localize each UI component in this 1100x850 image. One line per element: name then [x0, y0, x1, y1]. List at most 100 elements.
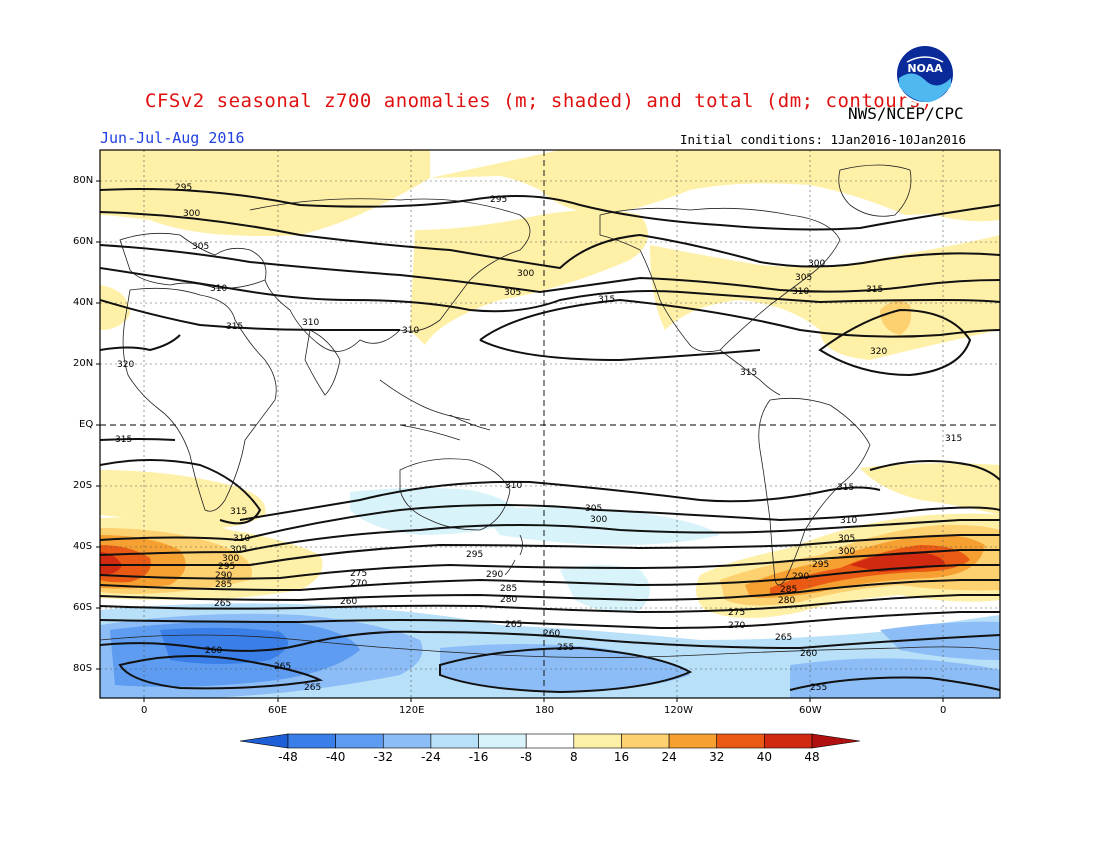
- colorbar-tick-label: 8: [569, 750, 578, 764]
- contour-label: 295: [490, 195, 507, 205]
- lon-label: 0: [141, 705, 148, 716]
- contour-label: 315: [866, 285, 883, 295]
- contour-label: 295: [218, 562, 235, 572]
- contour-label: 310: [402, 326, 419, 336]
- contour-label: 265: [775, 633, 792, 643]
- lat-label: 40S: [73, 541, 93, 552]
- lat-label: 40N: [73, 297, 94, 308]
- colorbar-tick-label: -24: [421, 750, 441, 764]
- colorbar-swatch: [525, 733, 575, 749]
- contour-label: 275: [350, 569, 367, 579]
- colorbar-swatch: [621, 733, 670, 749]
- lat-label: EQ: [79, 419, 94, 430]
- contour-label: 270: [728, 621, 745, 631]
- lat-label: 80S: [73, 663, 93, 674]
- contour-label: 290: [215, 571, 232, 581]
- colorbar-tick-label: 40: [756, 750, 772, 764]
- contour-label: 260: [205, 646, 222, 656]
- lon-label: 0: [940, 705, 947, 716]
- colorbar-swatch: [430, 733, 479, 749]
- colorbar-tick-label: 32: [709, 750, 725, 764]
- noaa-logo-text: NOAA: [907, 62, 943, 75]
- lon-label: 60W: [799, 705, 822, 716]
- contour-label: 305: [504, 288, 521, 298]
- colorbar-swatch: [764, 733, 813, 749]
- colorbar-tick-label: -8: [520, 750, 533, 764]
- contour-label: 295: [466, 550, 483, 560]
- contour-label: 315: [598, 295, 615, 305]
- colorbar-tick-label: -40: [325, 750, 346, 764]
- colorbar-max-arrow: [811, 733, 861, 749]
- season-label: Jun-Jul-Aug 2016: [100, 129, 245, 147]
- contour-label: 275: [728, 608, 745, 618]
- contour-label: 285: [780, 585, 797, 595]
- agency-label: NWS/NCEP/CPC: [848, 104, 964, 123]
- contour-label: 320: [117, 360, 134, 370]
- colorbar-tick-label: 24: [661, 750, 677, 764]
- contour-label: 300: [517, 269, 534, 279]
- lon-label: 60E: [268, 705, 288, 716]
- contour-label: 280: [778, 596, 795, 606]
- contour-label: 255: [810, 683, 827, 693]
- lat-label: 20S: [73, 480, 93, 491]
- contour-label: 310: [792, 287, 809, 297]
- colorbar-tick-label: -16: [468, 750, 489, 764]
- contour-label: 315: [837, 483, 854, 493]
- colorbar-tick-label: 48: [804, 750, 820, 764]
- contour-label: 300: [808, 259, 825, 269]
- initial-conditions-label: Initial conditions: 1Jan2016-10Jan2016: [680, 132, 966, 147]
- colorbar-swatch: [668, 733, 718, 749]
- contour-label: 260: [340, 597, 357, 607]
- colorbar-swatch: [335, 733, 384, 749]
- contour-label: 300: [838, 547, 855, 557]
- contour-label: 300: [590, 515, 607, 525]
- contour-label: 290: [792, 572, 809, 582]
- contour-label: 310: [302, 318, 319, 328]
- contour-label: 265: [304, 683, 321, 693]
- colorbar: [239, 733, 861, 749]
- contour-label: 315: [230, 507, 247, 517]
- contour-label: 255: [557, 643, 574, 653]
- contour-label: 320: [870, 347, 887, 357]
- lat-label: 60S: [73, 602, 93, 613]
- main-axes-lines: [100, 150, 1000, 698]
- contour-label: 295: [175, 183, 192, 193]
- colorbar-swatch: [478, 733, 527, 749]
- contour-label: 285: [215, 580, 232, 590]
- height-contours: [100, 188, 1000, 694]
- contour-label: 295: [812, 560, 829, 570]
- contour-label: 300: [183, 209, 200, 219]
- contour-label: 260: [800, 649, 817, 659]
- contour-label: 310: [233, 534, 250, 544]
- colorbar-swatch: [382, 733, 432, 749]
- contour-label: 265: [505, 620, 522, 630]
- contour-label: 305: [585, 504, 602, 514]
- contour-label: 300: [222, 554, 239, 564]
- colorbar-min-arrow: [239, 733, 289, 749]
- contour-label: 265: [274, 662, 291, 672]
- contour-label: 315: [226, 322, 243, 332]
- contour-label: 265: [214, 599, 231, 609]
- contour-label: 310: [210, 284, 227, 294]
- contour-label: 270: [350, 579, 367, 589]
- contour-label: 305: [795, 273, 812, 283]
- contour-label: 280: [500, 595, 517, 605]
- contour-label: 315: [740, 368, 757, 378]
- axis-ticks: [96, 180, 944, 702]
- contour-label: 305: [192, 242, 209, 252]
- noaa-logo: NOAA: [895, 44, 955, 104]
- anomaly-shading: [100, 150, 1000, 698]
- contour-label: 285: [500, 584, 517, 594]
- lat-label: 20N: [73, 358, 94, 369]
- contour-label: 305: [230, 545, 247, 555]
- colorbar-tick-label: 16: [613, 750, 630, 764]
- contour-label: 260: [543, 629, 560, 639]
- colorbar-swatch: [716, 733, 765, 749]
- lon-label: 120E: [399, 705, 425, 716]
- lon-label: 120W: [664, 705, 693, 716]
- lat-label: 60N: [73, 236, 94, 247]
- lon-label: 180: [535, 705, 555, 716]
- map-frame: [99, 149, 1001, 699]
- colorbar-tick-label: -32: [373, 750, 394, 764]
